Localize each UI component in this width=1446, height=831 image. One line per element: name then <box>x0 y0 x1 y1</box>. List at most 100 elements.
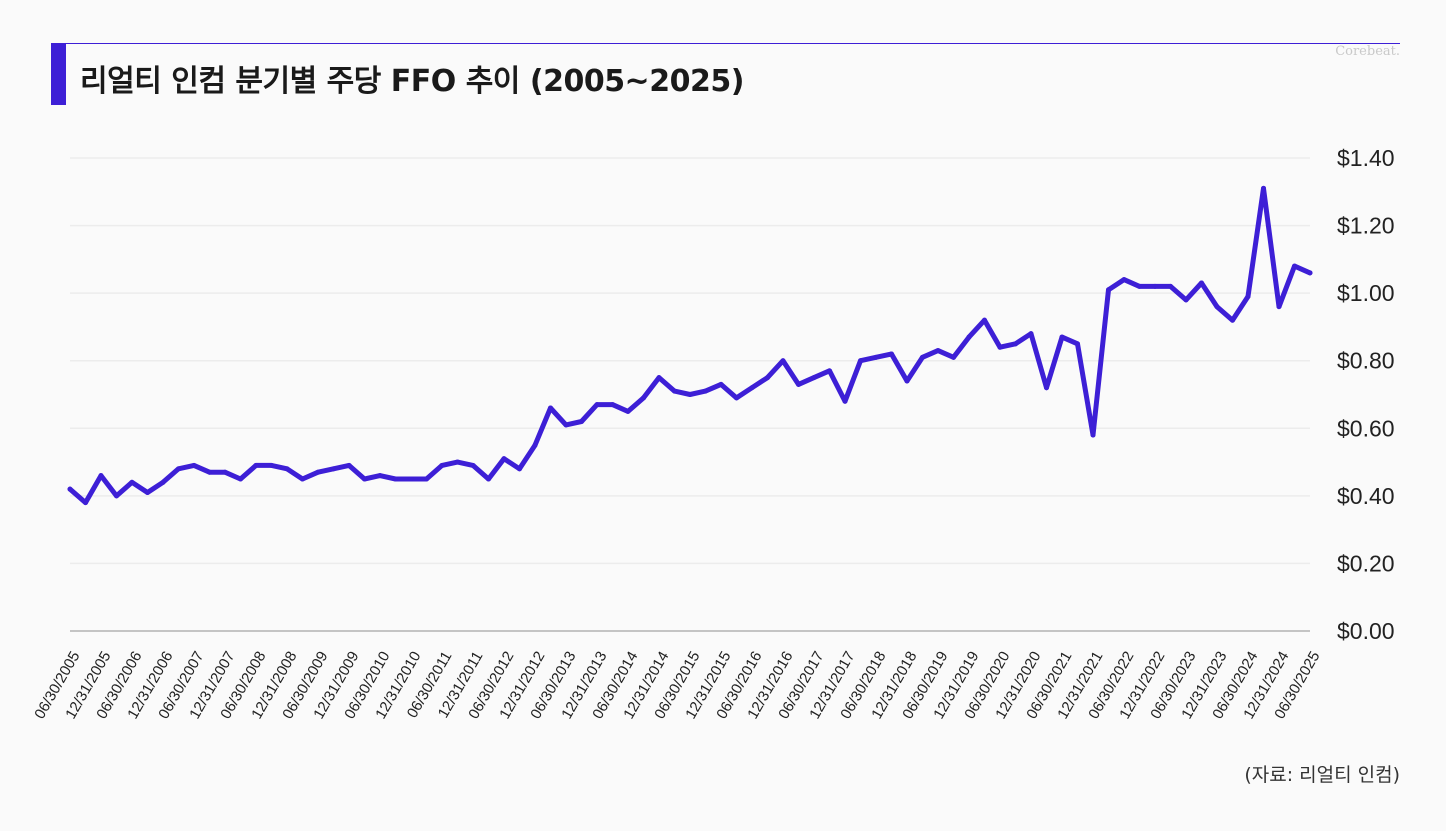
data-point <box>517 466 522 472</box>
data-point <box>920 354 925 360</box>
data-point <box>796 381 801 387</box>
data-point <box>641 395 646 401</box>
data-point <box>858 358 863 364</box>
data-point <box>1121 277 1127 283</box>
data-point <box>672 388 677 394</box>
data-point <box>362 476 367 482</box>
y-tick-label: $0.80 <box>1337 348 1395 374</box>
data-point <box>1230 317 1235 323</box>
header-rule <box>51 43 1400 44</box>
data-point <box>191 462 197 468</box>
y-tick-label: $1.00 <box>1337 280 1395 306</box>
data-point <box>749 385 755 391</box>
data-point <box>532 442 538 448</box>
data-point <box>1028 331 1034 337</box>
data-point <box>1261 185 1266 191</box>
data-point <box>253 462 259 468</box>
data-point <box>470 462 476 468</box>
y-tick-label: $0.20 <box>1337 550 1395 576</box>
data-point <box>951 354 956 360</box>
data-point <box>966 334 972 340</box>
data-point <box>1106 287 1111 293</box>
data-point <box>284 466 290 472</box>
data-point <box>377 473 383 479</box>
data-point <box>610 402 615 408</box>
data-point <box>827 368 832 374</box>
data-point <box>997 344 1003 350</box>
data-point <box>176 466 181 472</box>
data-point <box>439 462 445 468</box>
data-point <box>1168 283 1173 289</box>
data-point <box>579 419 584 425</box>
data-point <box>1152 283 1158 289</box>
data-point <box>269 462 274 468</box>
data-point <box>563 422 569 428</box>
data-point <box>300 476 305 482</box>
data-point <box>548 405 553 411</box>
data-point <box>625 408 631 414</box>
gridlines <box>70 157 1310 632</box>
data-point <box>145 489 150 495</box>
data-point <box>1059 334 1065 340</box>
y-tick-label: $1.40 <box>1337 145 1395 171</box>
data-point <box>1013 341 1018 347</box>
data-point <box>1292 263 1297 269</box>
data-point <box>656 375 662 381</box>
data-point <box>780 358 786 364</box>
title-accent-bar <box>51 43 66 105</box>
data-point <box>346 462 352 468</box>
data-point <box>1075 341 1080 347</box>
data-point <box>455 459 460 465</box>
data-point <box>904 378 910 384</box>
data-point <box>486 476 491 482</box>
data-point <box>765 375 770 381</box>
data-point <box>67 486 73 492</box>
y-axis-ticks: $0.00 $0.20 $0.40 $0.60 $0.80 $1.00 $1.20 $1.40 <box>1337 145 1395 644</box>
data-point <box>1183 297 1189 303</box>
data-point <box>718 381 724 387</box>
data-point <box>160 479 166 485</box>
series-line <box>67 185 1313 506</box>
data-point <box>238 476 243 482</box>
data-point <box>889 351 894 357</box>
data-point <box>842 398 848 404</box>
data-point <box>935 348 941 354</box>
data-point <box>687 392 693 397</box>
data-point <box>501 456 507 462</box>
data-point <box>1044 385 1049 391</box>
data-point <box>393 476 398 482</box>
data-point <box>1137 283 1142 289</box>
data-point <box>1307 270 1313 276</box>
data-point <box>873 354 879 360</box>
data-point <box>129 479 135 485</box>
data-point <box>594 402 600 408</box>
data-point <box>982 317 987 323</box>
series-ffo <box>67 185 1313 506</box>
data-point <box>703 388 708 394</box>
y-tick-label: $0.00 <box>1337 618 1395 644</box>
data-point <box>408 476 414 482</box>
x-axis-ticks: 06/30/200512/31/200506/30/200612/31/2006… <box>31 649 1323 723</box>
data-point <box>331 466 336 472</box>
data-point <box>1214 304 1220 310</box>
data-point <box>424 476 429 482</box>
data-point <box>734 395 739 401</box>
source-note: (자료: 리얼티 인컴) <box>1244 764 1400 786</box>
data-point <box>114 493 119 499</box>
data-point <box>315 469 321 475</box>
data-point <box>1245 294 1251 300</box>
data-point <box>222 469 228 475</box>
data-point <box>83 500 88 506</box>
y-tick-label: $0.40 <box>1337 483 1395 509</box>
chart-title: 리얼티 인컴 분기별 주당 FFO 추이 (2005~2025) <box>80 64 744 99</box>
data-point <box>811 375 817 381</box>
data-point <box>1090 432 1096 438</box>
data-point <box>1199 280 1204 286</box>
data-point <box>1276 304 1282 310</box>
y-tick-label: $1.20 <box>1337 213 1395 239</box>
data-point <box>98 473 104 479</box>
data-point <box>207 469 212 475</box>
y-tick-label: $0.60 <box>1337 415 1395 441</box>
brand-logo: Corebeat. <box>1335 44 1400 59</box>
